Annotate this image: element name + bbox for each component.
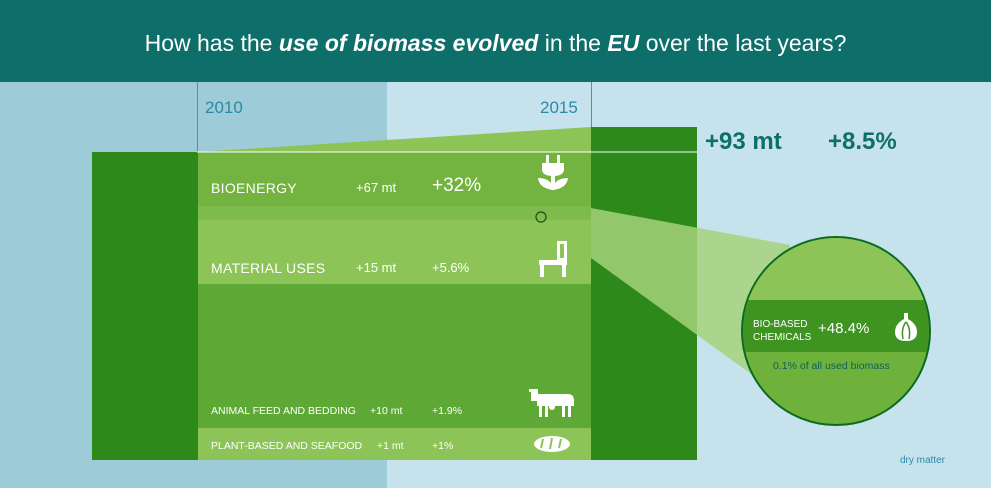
cow-icon (529, 389, 574, 417)
callout-label: BIO-BASED CHEMICALS (753, 318, 811, 344)
row-label-animal-feed: ANIMAL FEED AND BEDDING (211, 405, 356, 417)
year-divider-2010 (197, 82, 198, 152)
callout-pct: +48.4% (818, 320, 870, 337)
row-label-bioenergy: BIOENERGY (211, 180, 297, 196)
row-pct-animal-feed: +1.9% (432, 405, 463, 417)
bar-2010-total (92, 152, 198, 460)
row-value-animal-feed: +10 mt (370, 405, 403, 417)
row-pct-material: +5.6% (432, 260, 470, 275)
year-divider-2015 (591, 82, 592, 152)
garlic-icon (895, 313, 917, 341)
band-bioenergy (198, 152, 591, 206)
callout-connector (591, 208, 790, 395)
year-label-2010: 2010 (205, 98, 243, 117)
unit-footnote: dry matter (900, 455, 946, 466)
title-emphasis-biomass: use of biomass evolved (278, 30, 539, 56)
row-pct-plant-based: +1% (432, 440, 454, 452)
callout-share: 0.1% of all used biomass (773, 360, 890, 372)
callout-label-line2: CHEMICALS (753, 332, 812, 343)
total-absolute-change: +93 mt (705, 128, 782, 155)
band-thin (198, 206, 591, 220)
bio-based-chemicals-callout: BIO-BASED CHEMICALS +48.4% 0.1% of all u… (741, 236, 931, 426)
row-value-bioenergy: +67 mt (356, 180, 397, 195)
header-banner: How has the use of biomass evolved in th… (0, 0, 991, 82)
page-title: How has the use of biomass evolved in th… (0, 30, 991, 57)
title-part: in the (538, 30, 608, 56)
year-label-2015: 2015 (540, 98, 578, 117)
band-material (198, 220, 591, 284)
callout-label-line1: BIO-BASED (753, 319, 808, 330)
plug-plant-icon (538, 155, 568, 190)
row-label-plant-based: PLANT-BASED AND SEAFOOD (211, 440, 363, 452)
growth-wedge (197, 127, 591, 152)
bread-icon (534, 436, 570, 452)
chair-icon (539, 241, 567, 277)
focus-circle (535, 211, 547, 223)
row-label-material: MATERIAL USES (211, 260, 326, 276)
title-part: How has the (144, 30, 279, 56)
row-value-plant-based: +1 mt (377, 440, 404, 452)
callout-share-text: of all used biomass (796, 360, 890, 372)
row-pct-bioenergy: +32% (432, 175, 482, 196)
callout-share-pct: 0.1% (773, 360, 797, 372)
row-value-material: +15 mt (356, 260, 397, 275)
total-percent-change: +8.5% (828, 128, 897, 155)
title-emphasis-eu: EU (607, 30, 640, 56)
band-plant (198, 428, 591, 460)
title-part: over the last years? (639, 30, 847, 56)
